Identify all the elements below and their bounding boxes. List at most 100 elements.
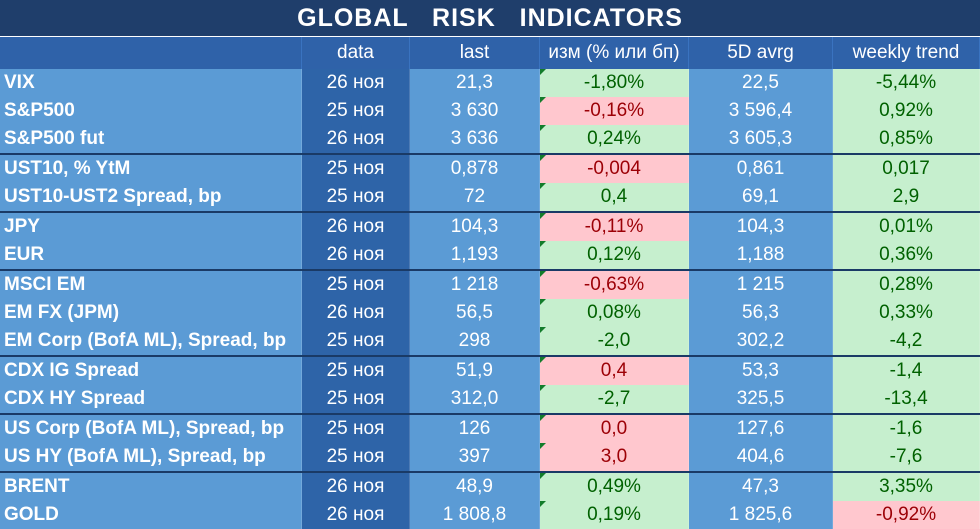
avg-5d-cell[interactable]: 1,188	[689, 241, 833, 269]
change-cell[interactable]: 0,08%	[540, 299, 689, 327]
weekly-trend-cell[interactable]: -1,4	[833, 357, 980, 385]
last-cell[interactable]: 21,3	[410, 69, 540, 97]
indicator-name-cell[interactable]: MSCI EM	[0, 271, 302, 299]
last-cell[interactable]: 51,9	[410, 357, 540, 385]
header-change[interactable]: изм (% или бп)	[540, 37, 689, 69]
avg-5d-cell[interactable]: 47,3	[689, 473, 833, 501]
avg-5d-cell[interactable]: 56,3	[689, 299, 833, 327]
indicator-name-cell[interactable]: EM Corp (BofA ML), Spread, bp	[0, 327, 302, 355]
last-cell[interactable]: 56,5	[410, 299, 540, 327]
change-cell[interactable]: -2,0	[540, 327, 689, 355]
weekly-trend-cell[interactable]: 2,9	[833, 183, 980, 211]
weekly-trend-cell[interactable]: 3,35%	[833, 473, 980, 501]
change-cell[interactable]: 0,4	[540, 357, 689, 385]
indicator-name-cell[interactable]: UST10-UST2 Spread, bp	[0, 183, 302, 211]
header-last[interactable]: last	[410, 37, 540, 69]
weekly-trend-cell[interactable]: 0,28%	[833, 271, 980, 299]
last-cell[interactable]: 72	[410, 183, 540, 211]
indicator-name-cell[interactable]: CDX HY Spread	[0, 385, 302, 413]
date-cell[interactable]: 25 ноя	[302, 415, 410, 443]
indicator-name-cell[interactable]: GOLD	[0, 501, 302, 529]
last-cell[interactable]: 1 218	[410, 271, 540, 299]
avg-5d-cell[interactable]: 22,5	[689, 69, 833, 97]
indicator-name-cell[interactable]: EM FX (JPM)	[0, 299, 302, 327]
avg-5d-cell[interactable]: 1 215	[689, 271, 833, 299]
date-cell[interactable]: 26 ноя	[302, 501, 410, 529]
weekly-trend-cell[interactable]: -5,44%	[833, 69, 980, 97]
change-cell[interactable]: 0,4	[540, 183, 689, 211]
header-name[interactable]	[0, 37, 302, 69]
date-cell[interactable]: 25 ноя	[302, 327, 410, 355]
avg-5d-cell[interactable]: 404,6	[689, 443, 833, 471]
last-cell[interactable]: 0,878	[410, 155, 540, 183]
date-cell[interactable]: 26 ноя	[302, 299, 410, 327]
header-date[interactable]: data	[302, 37, 410, 69]
date-cell[interactable]: 25 ноя	[302, 97, 410, 125]
date-cell[interactable]: 26 ноя	[302, 241, 410, 269]
change-cell[interactable]: 0,24%	[540, 125, 689, 153]
last-cell[interactable]: 312,0	[410, 385, 540, 413]
indicator-name-cell[interactable]: VIX	[0, 69, 302, 97]
change-cell[interactable]: -1,80%	[540, 69, 689, 97]
change-cell[interactable]: 0,49%	[540, 473, 689, 501]
weekly-trend-cell[interactable]: 0,85%	[833, 125, 980, 153]
last-cell[interactable]: 1 808,8	[410, 501, 540, 529]
indicator-name-cell[interactable]: S&P500 fut	[0, 125, 302, 153]
last-cell[interactable]: 3 630	[410, 97, 540, 125]
change-cell[interactable]: 0,0	[540, 415, 689, 443]
date-cell[interactable]: 25 ноя	[302, 443, 410, 471]
change-cell[interactable]: -0,004	[540, 155, 689, 183]
weekly-trend-cell[interactable]: -13,4	[833, 385, 980, 413]
weekly-trend-cell[interactable]: 0,36%	[833, 241, 980, 269]
date-cell[interactable]: 26 ноя	[302, 69, 410, 97]
indicator-name-cell[interactable]: JPY	[0, 213, 302, 241]
indicator-name-cell[interactable]: CDX IG Spread	[0, 357, 302, 385]
last-cell[interactable]: 48,9	[410, 473, 540, 501]
weekly-trend-cell[interactable]: 0,017	[833, 155, 980, 183]
date-cell[interactable]: 25 ноя	[302, 155, 410, 183]
weekly-trend-cell[interactable]: -7,6	[833, 443, 980, 471]
last-cell[interactable]: 104,3	[410, 213, 540, 241]
avg-5d-cell[interactable]: 0,861	[689, 155, 833, 183]
date-cell[interactable]: 25 ноя	[302, 385, 410, 413]
last-cell[interactable]: 397	[410, 443, 540, 471]
change-cell[interactable]: 3,0	[540, 443, 689, 471]
weekly-trend-cell[interactable]: -0,92%	[833, 501, 980, 529]
avg-5d-cell[interactable]: 69,1	[689, 183, 833, 211]
change-cell[interactable]: 0,12%	[540, 241, 689, 269]
weekly-trend-cell[interactable]: -4,2	[833, 327, 980, 355]
last-cell[interactable]: 298	[410, 327, 540, 355]
avg-5d-cell[interactable]: 3 596,4	[689, 97, 833, 125]
avg-5d-cell[interactable]: 104,3	[689, 213, 833, 241]
avg-5d-cell[interactable]: 325,5	[689, 385, 833, 413]
avg-5d-cell[interactable]: 3 605,3	[689, 125, 833, 153]
last-cell[interactable]: 126	[410, 415, 540, 443]
weekly-trend-cell[interactable]: -1,6	[833, 415, 980, 443]
header-5d-avg[interactable]: 5D avrg	[689, 37, 833, 69]
last-cell[interactable]: 1,193	[410, 241, 540, 269]
avg-5d-cell[interactable]: 127,6	[689, 415, 833, 443]
indicator-name-cell[interactable]: US HY (BofA ML), Spread, bp	[0, 443, 302, 471]
header-weekly-trend[interactable]: weekly trend	[833, 37, 980, 69]
date-cell[interactable]: 25 ноя	[302, 357, 410, 385]
date-cell[interactable]: 26 ноя	[302, 213, 410, 241]
indicator-name-cell[interactable]: US Corp (BofA ML), Spread, bp	[0, 415, 302, 443]
indicator-name-cell[interactable]: BRENT	[0, 473, 302, 501]
indicator-name-cell[interactable]: EUR	[0, 241, 302, 269]
weekly-trend-cell[interactable]: 0,92%	[833, 97, 980, 125]
weekly-trend-cell[interactable]: 0,01%	[833, 213, 980, 241]
date-cell[interactable]: 25 ноя	[302, 183, 410, 211]
date-cell[interactable]: 25 ноя	[302, 271, 410, 299]
change-cell[interactable]: -0,16%	[540, 97, 689, 125]
date-cell[interactable]: 26 ноя	[302, 125, 410, 153]
change-cell[interactable]: 0,19%	[540, 501, 689, 529]
indicator-name-cell[interactable]: UST10, % YtM	[0, 155, 302, 183]
change-cell[interactable]: -0,63%	[540, 271, 689, 299]
avg-5d-cell[interactable]: 302,2	[689, 327, 833, 355]
avg-5d-cell[interactable]: 1 825,6	[689, 501, 833, 529]
change-cell[interactable]: -0,11%	[540, 213, 689, 241]
indicator-name-cell[interactable]: S&P500	[0, 97, 302, 125]
last-cell[interactable]: 3 636	[410, 125, 540, 153]
change-cell[interactable]: -2,7	[540, 385, 689, 413]
weekly-trend-cell[interactable]: 0,33%	[833, 299, 980, 327]
